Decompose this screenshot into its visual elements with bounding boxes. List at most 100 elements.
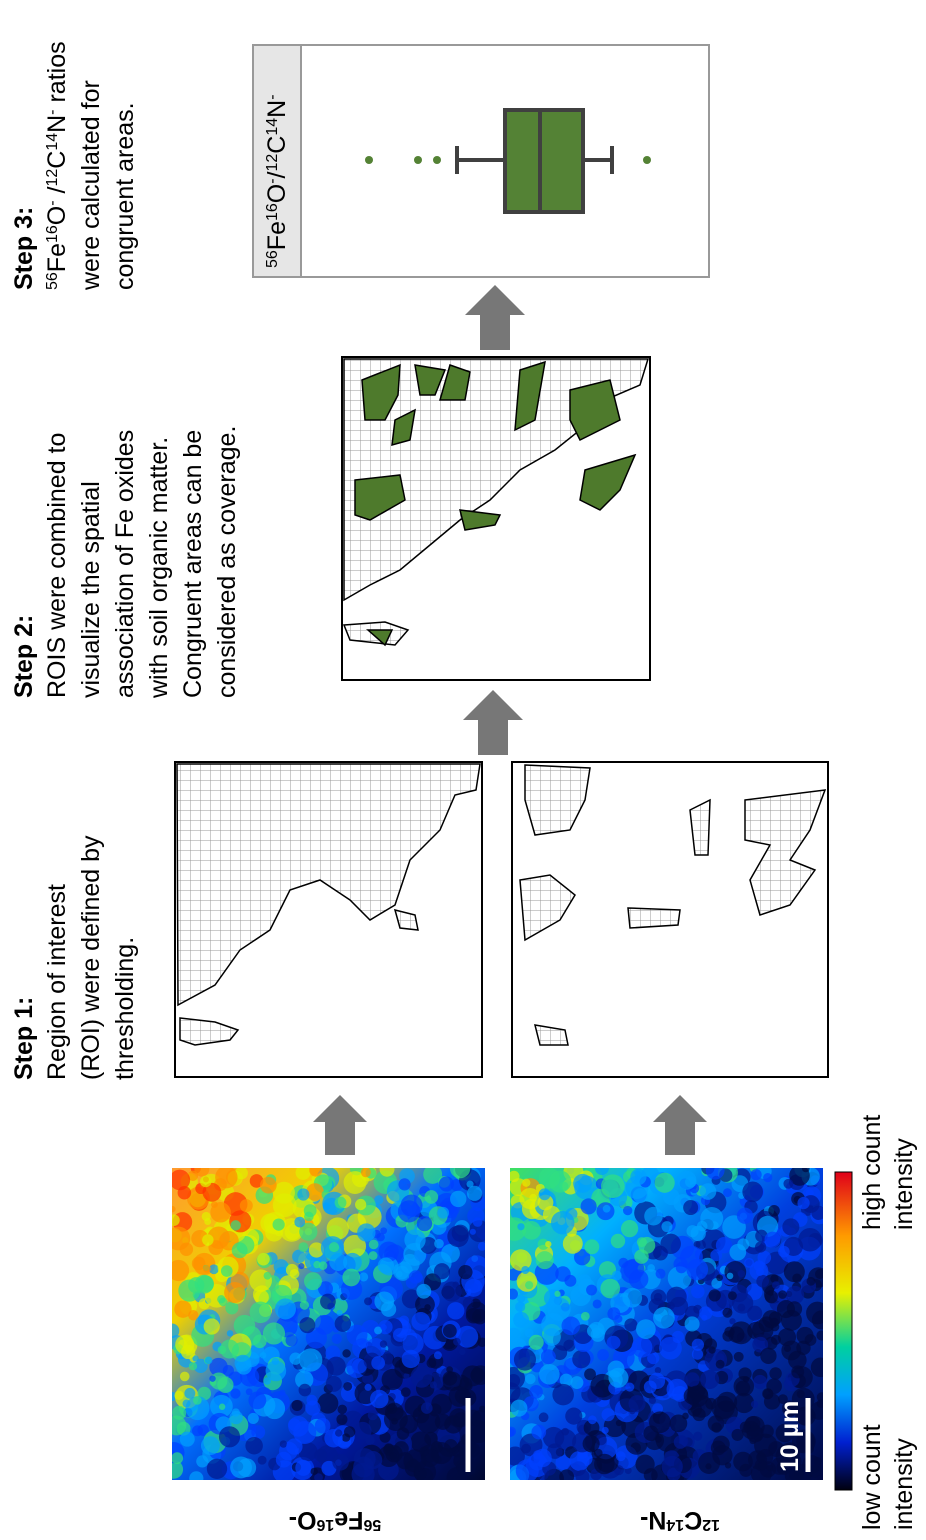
step-text: were calculated for bbox=[77, 80, 105, 291]
texture bbox=[466, 1185, 483, 1201]
texture bbox=[809, 1401, 823, 1420]
texture bbox=[371, 1356, 385, 1370]
texture bbox=[601, 1426, 609, 1434]
texture bbox=[601, 1174, 625, 1199]
arrows bbox=[313, 285, 707, 1155]
scale-label: 10 µm bbox=[776, 1401, 804, 1472]
texture bbox=[701, 1314, 708, 1321]
text-segment: C bbox=[263, 136, 291, 154]
texture bbox=[353, 1421, 372, 1440]
texture bbox=[715, 1359, 725, 1369]
texture bbox=[410, 1365, 433, 1388]
texture bbox=[789, 1168, 810, 1186]
boxplot-panel: 56Fe16O-/12C14N- bbox=[252, 44, 710, 278]
texture bbox=[299, 1317, 316, 1334]
texture bbox=[693, 1431, 703, 1441]
texture bbox=[705, 1463, 712, 1470]
texture bbox=[731, 1428, 744, 1441]
text-segment: 12 bbox=[44, 169, 61, 187]
texture bbox=[249, 1301, 272, 1324]
texture bbox=[510, 1446, 525, 1466]
texture bbox=[573, 1173, 593, 1193]
texture bbox=[368, 1239, 379, 1250]
texture bbox=[447, 1302, 465, 1320]
texture bbox=[343, 1234, 367, 1258]
texture bbox=[715, 1237, 733, 1254]
texture bbox=[451, 1224, 469, 1242]
texture bbox=[179, 1431, 195, 1447]
text-segment: - bbox=[264, 94, 281, 99]
colorbar-label: high count bbox=[858, 1115, 886, 1230]
texture bbox=[622, 1287, 643, 1308]
texture bbox=[722, 1307, 733, 1318]
texture bbox=[172, 1460, 184, 1479]
texture bbox=[298, 1263, 305, 1270]
text-segment: Fe bbox=[334, 1506, 363, 1534]
texture bbox=[271, 1357, 279, 1365]
texture bbox=[649, 1411, 671, 1434]
texture bbox=[624, 1318, 638, 1332]
texture bbox=[737, 1270, 746, 1278]
texture bbox=[643, 1380, 657, 1394]
texture bbox=[650, 1289, 667, 1306]
texture bbox=[653, 1306, 675, 1329]
step-text: thresholding. bbox=[111, 937, 139, 1080]
texture bbox=[306, 1183, 324, 1201]
texture bbox=[184, 1387, 196, 1399]
texture bbox=[449, 1168, 471, 1179]
texture bbox=[265, 1360, 287, 1382]
texture bbox=[374, 1291, 395, 1312]
text-segment: - bbox=[44, 200, 61, 205]
texture bbox=[297, 1188, 310, 1201]
texture bbox=[374, 1195, 384, 1205]
colorbar-label: intensity bbox=[890, 1138, 918, 1230]
step-text: Region of interest bbox=[43, 884, 71, 1080]
texture bbox=[351, 1358, 367, 1374]
texture bbox=[252, 1334, 267, 1349]
texture bbox=[314, 1473, 323, 1480]
texture bbox=[292, 1249, 306, 1264]
texture bbox=[332, 1453, 349, 1471]
texture bbox=[262, 1322, 286, 1345]
texture bbox=[590, 1373, 615, 1398]
text-segment: - bbox=[44, 109, 61, 114]
texture bbox=[510, 1170, 520, 1183]
texture bbox=[588, 1415, 597, 1425]
texture bbox=[777, 1328, 797, 1347]
step-text: 56Fe16O- /12C14N- ratios bbox=[43, 41, 71, 290]
texture bbox=[555, 1454, 571, 1470]
texture bbox=[362, 1373, 374, 1385]
texture bbox=[634, 1249, 649, 1264]
texture bbox=[401, 1349, 420, 1369]
texture bbox=[525, 1373, 536, 1385]
texture bbox=[309, 1168, 323, 1177]
texture bbox=[777, 1394, 788, 1405]
step-text: association of Fe oxides bbox=[111, 430, 139, 698]
texture bbox=[234, 1354, 252, 1372]
texture bbox=[196, 1455, 209, 1468]
texture bbox=[185, 1396, 210, 1421]
texture bbox=[582, 1435, 600, 1453]
texture bbox=[561, 1427, 570, 1436]
texture bbox=[654, 1367, 662, 1374]
texture bbox=[705, 1397, 717, 1410]
texture bbox=[723, 1188, 732, 1198]
texture bbox=[192, 1355, 199, 1362]
texture bbox=[305, 1400, 321, 1416]
texture bbox=[760, 1347, 777, 1365]
texture bbox=[735, 1380, 751, 1396]
texture bbox=[693, 1241, 701, 1248]
texture bbox=[574, 1249, 591, 1266]
texture bbox=[806, 1276, 816, 1286]
texture bbox=[628, 1395, 646, 1413]
texture bbox=[531, 1424, 547, 1440]
texture bbox=[403, 1372, 410, 1379]
texture bbox=[554, 1429, 577, 1451]
texture bbox=[776, 1300, 795, 1319]
texture bbox=[326, 1356, 346, 1376]
texture bbox=[771, 1281, 780, 1290]
texture bbox=[750, 1400, 759, 1408]
step-text: with soil organic matter. bbox=[145, 437, 173, 699]
texture bbox=[592, 1299, 602, 1309]
texture bbox=[708, 1289, 721, 1302]
